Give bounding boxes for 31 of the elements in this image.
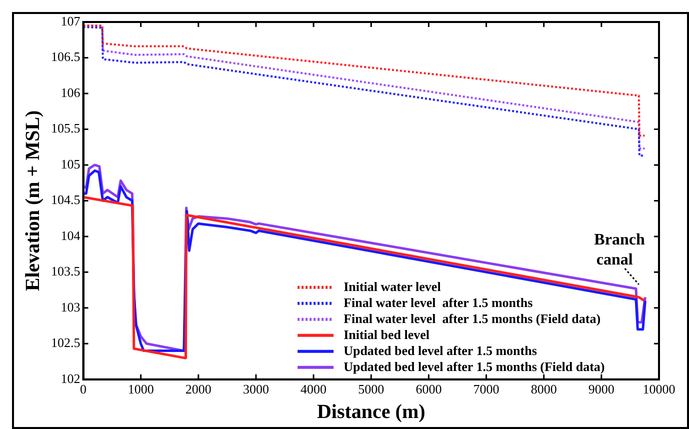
annotation: Branch canal bbox=[594, 231, 645, 268]
y-tick-label: 104 bbox=[60, 228, 81, 243]
legend-label: Updated bed level after 1.5 months (Field data) bbox=[344, 358, 605, 374]
x-tick-label: 1000 bbox=[128, 382, 154, 397]
x-tick-label: 3000 bbox=[242, 382, 269, 397]
x-tick-label: 10000 bbox=[642, 382, 676, 397]
y-tick-label: 103.5 bbox=[51, 264, 80, 279]
x-tick-label: 4000 bbox=[300, 382, 327, 397]
legend-label: Final water level after 1.5 months (Field data) bbox=[344, 310, 601, 326]
y-tick-label: 106 bbox=[60, 84, 81, 100]
y-tick-label: 105.5 bbox=[51, 120, 80, 136]
y-tick-label: 102.5 bbox=[51, 335, 80, 350]
legend-label: Updated bed level after 1.5 months bbox=[344, 342, 537, 358]
y-tick-label: 107 bbox=[60, 13, 81, 28]
legend-label: Initial bed level bbox=[344, 326, 430, 342]
x-tick-label: 5000 bbox=[358, 382, 384, 397]
legend-label: Initial water level bbox=[344, 278, 442, 294]
x-tick-label: 8000 bbox=[530, 382, 557, 397]
x-tick-label: 6000 bbox=[416, 382, 442, 397]
x-tick-label: 0 bbox=[80, 382, 86, 397]
x-tick-label: 2000 bbox=[185, 382, 212, 397]
y-tick-label: 103 bbox=[60, 299, 80, 314]
x-tick-label: 7000 bbox=[473, 382, 500, 397]
x-tick-label: 9000 bbox=[588, 382, 614, 397]
x-axis-title: Distance (m) bbox=[316, 401, 426, 424]
y-tick-label: 104.5 bbox=[51, 192, 80, 208]
legend-label: Final water level after 1.5 months bbox=[344, 294, 533, 310]
y-axis-title: Elevation (m + MSL) bbox=[22, 110, 44, 292]
y-tick-label: 105 bbox=[60, 156, 80, 172]
y-tick-label: 106.5 bbox=[51, 49, 80, 64]
y-tick-label: 102 bbox=[60, 370, 80, 386]
